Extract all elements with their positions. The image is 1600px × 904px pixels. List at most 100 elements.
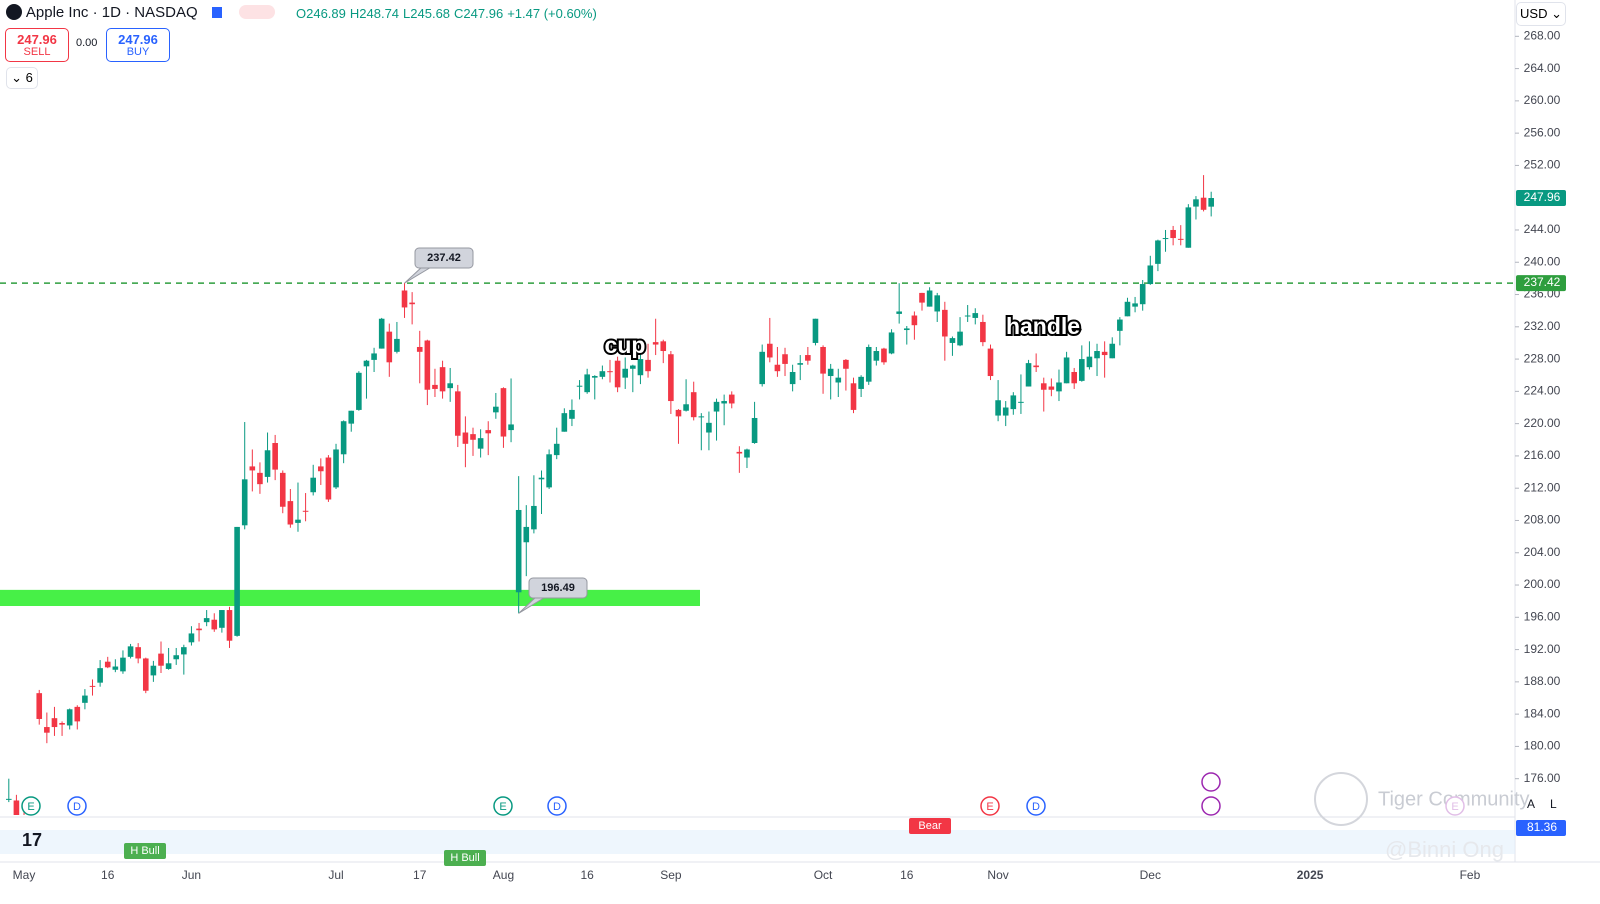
event-label: E [499,801,506,813]
candle-body [264,450,271,477]
candle-body [112,666,119,670]
sell-label: SELL [23,46,51,58]
candle-body [234,526,240,636]
candle-body [378,318,385,349]
x-tick-label: Dec [1140,868,1161,882]
candle-body [295,519,301,523]
plot-area [0,175,1515,815]
watermark-author: @Binni Ong [1385,837,1504,862]
event-label: D [1032,801,1040,813]
candle-body [1018,401,1024,403]
candle-body [325,457,332,500]
event-marker [547,796,567,816]
indicator-tag-label: H Bull [450,852,479,864]
x-tick-label: 16 [900,868,914,882]
candle-body [508,424,514,431]
buy-button[interactable]: 247.96 BUY [106,28,170,62]
candle-body [926,290,933,307]
pattern-annotation: handle [1006,313,1080,339]
candle-body [500,388,507,437]
candle-body [911,315,918,326]
symbol-logo [6,4,22,20]
candle-body [850,383,857,410]
candle-body [287,501,294,525]
x-tick-label: May [13,868,36,882]
candle-body [1208,198,1214,207]
candle-body [1002,407,1009,416]
log-button[interactable]: L [1550,797,1557,811]
x-tick-label: Nov [987,868,1008,882]
candle-body [432,384,438,389]
tv-logo: 17 [22,830,42,850]
change-readout: +1.47 (+0.60%) [507,6,597,21]
candle-body [888,332,895,354]
autoscale-button[interactable]: A [1527,797,1536,811]
candle-body [104,661,111,668]
sell-button[interactable]: 247.96 SELL [5,28,69,62]
candle-body [371,353,377,360]
spread: 0.00 [76,37,98,49]
candle-body [333,449,339,488]
candle-body [226,610,233,641]
candle-body [1193,199,1199,207]
candle-body [523,526,530,543]
candle-body [165,663,172,669]
candle-body [1124,301,1131,317]
y-tick-label: 264.00 [1524,61,1561,75]
candle-body [135,647,141,659]
candle-body [767,343,773,358]
x-tick-label: 17 [413,868,427,882]
candle-body [865,346,872,382]
candle-body [36,693,43,719]
y-tick-label: 220.00 [1524,416,1561,430]
indicator-tag [909,818,951,834]
currency-button[interactable]: USD ⌄ [1516,2,1566,26]
y-tick-label: 252.00 [1524,158,1561,172]
candle-body [318,466,324,472]
candle-body [1101,351,1108,356]
flag[interactable] [211,7,222,18]
candle-body [1033,365,1039,368]
candle-body [675,409,682,417]
indicators-toggle[interactable]: ⌄ 6 [6,67,38,89]
pattern-annotation: cup [605,332,646,358]
candle-body [728,394,735,404]
candle-body [538,477,545,480]
candle-body [607,371,613,373]
y-tick-label: 196.00 [1524,609,1561,623]
candle-body [995,400,1001,416]
candle-body [698,416,705,418]
symbol: Apple Inc · 1D · NASDAQ [25,4,198,21]
candle-body [386,331,393,363]
candle-body [1177,238,1184,240]
candle-body [1086,356,1093,368]
candle-body [797,363,804,365]
candle-body [576,385,583,387]
x-tick-label: Feb [1460,868,1481,882]
event-icon [1201,796,1221,816]
event-label: E [986,801,993,813]
x-tick-label: 16 [101,868,115,882]
candle-body [241,479,248,526]
y-tick-label: 204.00 [1524,545,1561,559]
last-price-label: 247.96 [1524,190,1561,204]
candle-body [622,368,629,378]
callout-pointer [518,595,548,614]
candle-body [690,392,697,418]
candle-body [652,342,659,345]
candle-body [310,477,316,493]
candle-body [356,372,362,410]
indicator-band [0,830,1515,854]
candle-body [1109,343,1116,359]
candle-body [942,309,948,337]
candle-body [454,391,461,436]
y-tick-label: 216.00 [1524,448,1561,462]
indicator-toggle[interactable] [239,5,276,19]
candle-body [211,619,218,630]
candle-body [759,351,765,385]
candle-body [1132,303,1138,307]
candle-body [203,618,210,623]
y-tick-label: 260.00 [1524,93,1561,107]
candle-body [348,410,355,424]
candle-body [896,311,902,314]
